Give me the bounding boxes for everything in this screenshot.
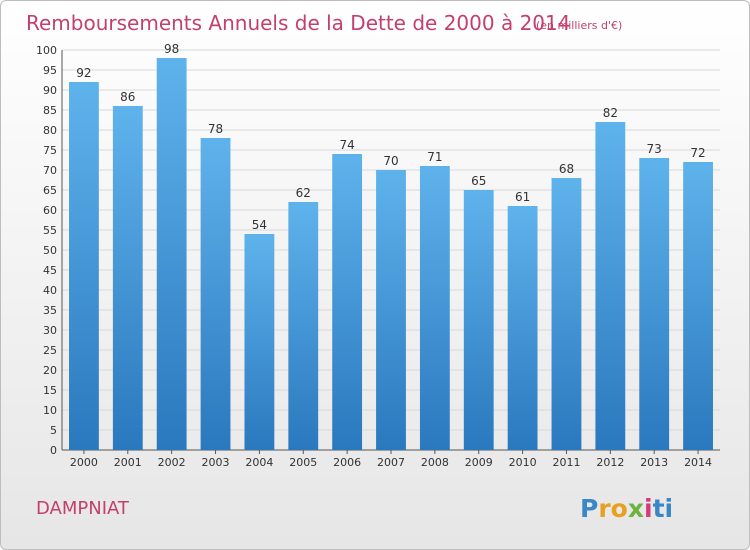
bar-2010 (507, 206, 538, 450)
value-label-2000: 92 (76, 66, 91, 80)
x-tick-label: 2007 (377, 456, 405, 469)
y-tick-label: 45 (43, 264, 57, 277)
logo-letter: t (653, 494, 665, 523)
value-label-2005: 62 (296, 186, 311, 200)
value-label-2006: 74 (339, 138, 354, 152)
value-label-2009: 65 (471, 174, 486, 188)
x-tick-label: 2008 (421, 456, 449, 469)
y-tick-label: 80 (43, 124, 57, 137)
x-tick-label: 2014 (684, 456, 712, 469)
x-tick-label: 2011 (552, 456, 580, 469)
x-tick-label: 2000 (70, 456, 98, 469)
y-tick-label: 75 (43, 144, 57, 157)
y-tick-labels: 0 5 10 15 20 25 30 35 40 45 50 55 60 65 70 75 80 85 90 95 10… (36, 44, 57, 457)
y-tick-label: 5 (50, 424, 57, 437)
y-tick-label: 30 (43, 324, 57, 337)
bar-2011 (551, 178, 582, 450)
y-tick-label: 100 (36, 44, 57, 57)
y-tick-label: 40 (43, 284, 57, 297)
proxiti-logo: Proxiti (580, 494, 673, 523)
bar-2012 (595, 122, 626, 450)
chart-title-group: Remboursements Annuels de la Dette de 20… (26, 11, 622, 35)
y-tick-label: 35 (43, 304, 57, 317)
logo-letter: P (580, 494, 598, 523)
bar-2007 (376, 170, 406, 450)
logo-letter: i (644, 494, 653, 523)
bar-2002 (156, 58, 187, 450)
x-tick-label: 2003 (202, 456, 230, 469)
bar-2014 (683, 162, 713, 450)
x-tick-label: 2001 (114, 456, 142, 469)
y-tick-label: 10 (43, 404, 57, 417)
bar-2004 (244, 234, 275, 450)
y-tick-label: 15 (43, 384, 57, 397)
x-tick-label: 2010 (509, 456, 537, 469)
value-label-2001: 86 (120, 90, 135, 104)
value-labels: 92 86 98 78 54 62 74 70 71 65 61 68 82 73 72 (76, 42, 705, 232)
y-tick-label: 85 (43, 104, 57, 117)
y-tick-label: 90 (43, 84, 57, 97)
logo-letter: i (665, 494, 674, 523)
bar-2003 (200, 138, 231, 450)
value-label-2012: 82 (603, 106, 618, 120)
value-label-2010: 61 (515, 190, 530, 204)
logo-letter: r (598, 494, 611, 523)
value-label-2003: 78 (208, 122, 223, 136)
city-name: DAMPNIAT (36, 498, 130, 519)
y-tick-label: 25 (43, 344, 57, 357)
bar-2000 (69, 82, 99, 450)
y-tick-label: 95 (43, 64, 57, 77)
x-tick-label: 2005 (289, 456, 317, 469)
logo-letter: x (628, 494, 644, 523)
bar-2008 (419, 166, 450, 450)
x-tick-label: 2004 (245, 456, 273, 469)
bar-2013 (639, 158, 670, 450)
x-tick-labels: 2000 2001 2002 2003 2004 2005 2006 2007 2008 2009… (70, 456, 712, 469)
y-tick-label: 0 (50, 444, 57, 457)
chart-title: Remboursements Annuels de la Dette de 20… (26, 11, 570, 35)
chart-subtitle: (en milliers d'€) (536, 19, 622, 32)
logo-letter: o (611, 494, 628, 523)
value-label-2008: 71 (427, 150, 442, 164)
value-label-2002: 98 (164, 42, 179, 56)
x-tick-label: 2012 (596, 456, 624, 469)
x-tick-label: 2002 (158, 456, 186, 469)
y-tick-label: 60 (43, 204, 57, 217)
y-tick-label: 65 (43, 184, 57, 197)
value-label-2011: 68 (559, 162, 574, 176)
bar-2009 (463, 190, 494, 450)
value-label-2014: 72 (690, 146, 705, 160)
y-tick-label: 50 (43, 244, 57, 257)
x-tick-label: 2009 (465, 456, 493, 469)
x-tick-label: 2013 (640, 456, 668, 469)
y-tick-label: 70 (43, 164, 57, 177)
bar-2001 (112, 106, 143, 450)
bar-2006 (332, 154, 363, 450)
y-tick-label: 55 (43, 224, 57, 237)
bar-2005 (288, 202, 319, 450)
value-label-2004: 54 (252, 218, 267, 232)
bars (69, 58, 713, 450)
y-tick-label: 20 (43, 364, 57, 377)
value-label-2013: 73 (647, 142, 662, 156)
value-label-2007: 70 (383, 154, 398, 168)
x-tick-label: 2006 (333, 456, 361, 469)
